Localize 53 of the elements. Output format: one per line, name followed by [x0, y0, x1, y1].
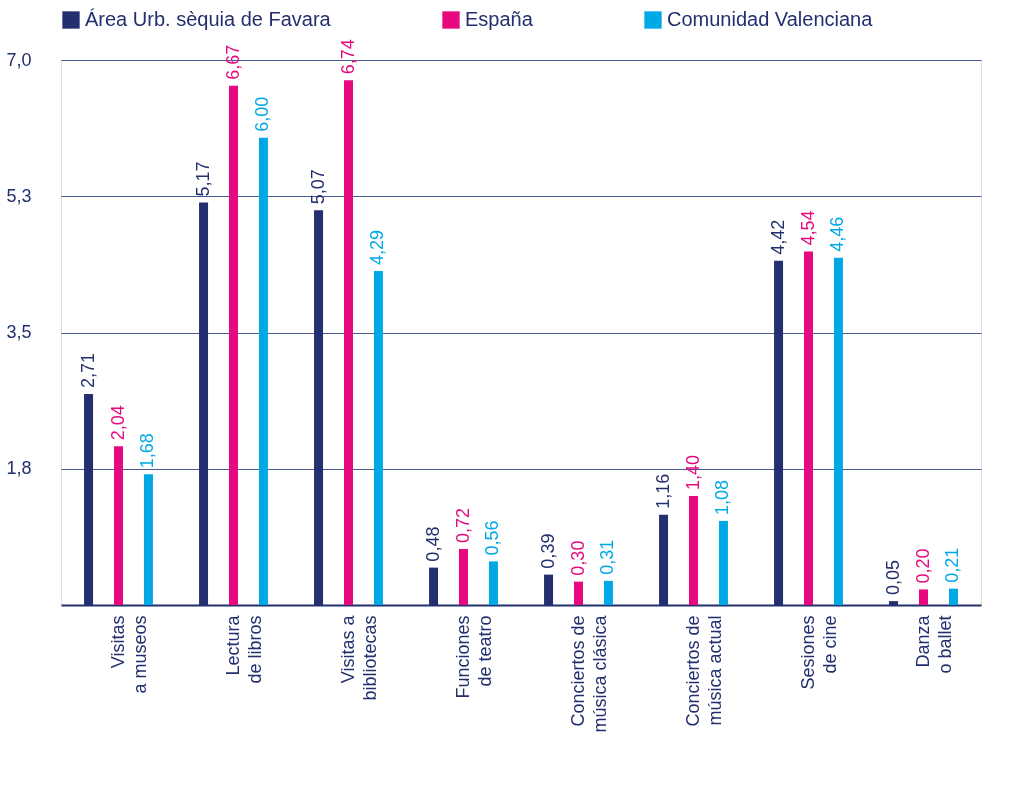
- data-label: 2,04: [107, 405, 128, 441]
- bar: [574, 581, 583, 605]
- data-label: 1,16: [652, 473, 673, 509]
- y-tick-label: 1,8: [6, 458, 32, 479]
- x-tick-label: Visitas a bibliotecas: [337, 614, 380, 701]
- y-tick-label: 5,3: [6, 185, 32, 206]
- data-label: 1,08: [712, 479, 733, 515]
- x-tick-label: Funciones de teatro: [452, 615, 495, 699]
- y-tick-label: 3,5: [6, 322, 32, 342]
- data-label: 6,74: [337, 39, 358, 75]
- data-label: 0,21: [942, 547, 963, 583]
- bar: [114, 446, 123, 605]
- data-label: 4,29: [367, 229, 388, 265]
- data-label: 5,07: [307, 169, 328, 205]
- x-tick-label: Visitas a museos: [107, 615, 150, 694]
- data-label: 6,00: [252, 96, 273, 132]
- y-tick-label: 7,0: [6, 49, 32, 70]
- data-label: 0,56: [482, 520, 503, 556]
- bar: [488, 561, 498, 605]
- x-tick-label: Danza o ballet: [912, 614, 955, 674]
- legend-label: Comunidad Valenciana: [667, 8, 874, 30]
- data-label: 4,46: [827, 216, 848, 252]
- bar: [143, 474, 153, 605]
- data-label: 0,30: [567, 540, 588, 576]
- data-label: 0,48: [422, 526, 443, 562]
- data-label: 2,71: [77, 352, 98, 389]
- bar: [833, 257, 843, 605]
- data-label: 0,20: [912, 548, 933, 584]
- bar: [603, 580, 613, 605]
- legend-label: España: [465, 8, 534, 30]
- data-label: 1,40: [682, 454, 703, 490]
- data-label: 4,54: [797, 210, 818, 246]
- bar: [258, 137, 268, 605]
- x-tick-label: Lectura de libros: [222, 614, 265, 684]
- bar: [689, 496, 698, 605]
- bar: [344, 80, 353, 605]
- bar: [229, 85, 238, 605]
- data-label: 5,17: [192, 161, 213, 197]
- bar: [718, 520, 728, 605]
- bar: [459, 548, 468, 605]
- data-label: 1,68: [137, 433, 158, 469]
- x-tick-label: Sesiones de cine: [797, 615, 840, 690]
- bar: [373, 270, 383, 605]
- bar: [804, 251, 813, 605]
- data-label: 0,05: [882, 560, 903, 596]
- data-label: 4,42: [767, 219, 788, 255]
- data-label: 6,67: [222, 44, 243, 80]
- data-label: 0,72: [452, 507, 473, 543]
- legend-label: Área Urb. sèquia de Favara: [85, 8, 332, 30]
- bar: [948, 588, 958, 605]
- data-label: 0,39: [537, 533, 558, 569]
- bar: [919, 589, 928, 605]
- data-label: 0,31: [597, 539, 618, 575]
